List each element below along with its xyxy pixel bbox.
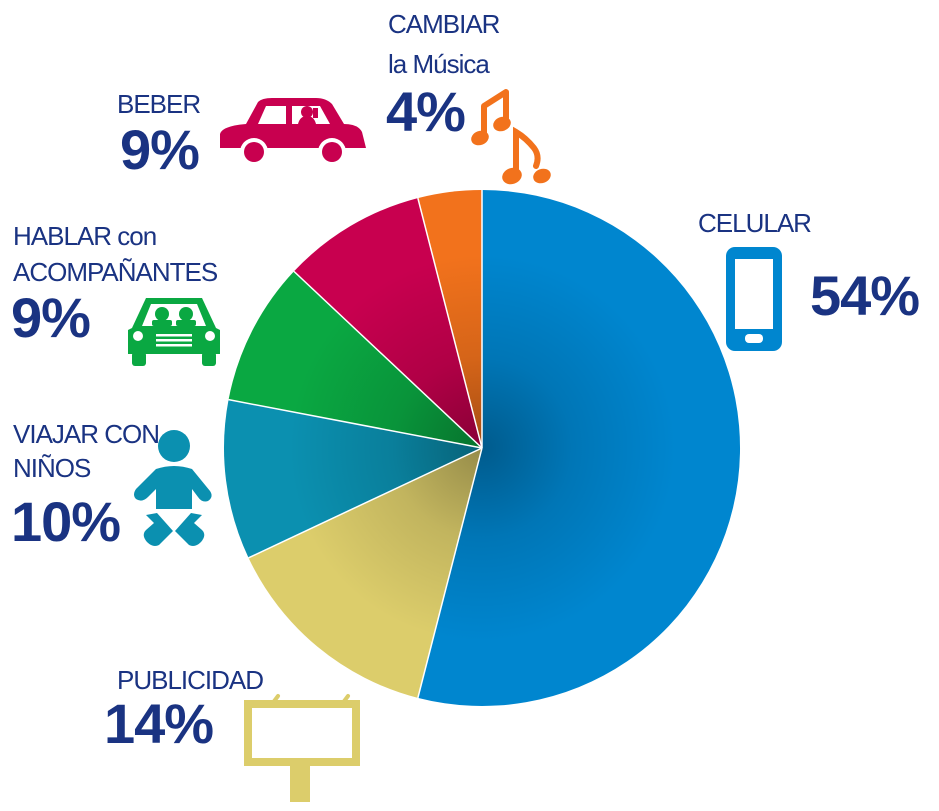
billboard-icon — [244, 694, 360, 802]
pie-dividers — [228, 190, 483, 699]
smartphone-icon — [726, 247, 782, 351]
value-musica: 4% — [386, 80, 466, 143]
value-celular: 54% — [810, 264, 920, 327]
value-ninos: 10% — [11, 490, 121, 553]
car-drinking-icon — [220, 98, 366, 166]
value-beber: 9% — [120, 118, 200, 181]
divider-beber — [293, 270, 483, 449]
divider-hablar — [228, 398, 483, 449]
label-beber: BEBER — [117, 89, 201, 119]
label-musica-line2: la Música — [388, 49, 490, 79]
label-celular: CELULAR — [698, 208, 812, 238]
value-hablar: 9% — [11, 286, 91, 349]
label-hablar-line1: HABLAR con — [13, 221, 157, 251]
divider-musica — [417, 197, 483, 449]
label-publicidad: PUBLICIDAD — [117, 665, 264, 695]
label-ninos-line2: NIÑOS — [13, 453, 91, 483]
label-ninos-line1: VIAJAR CON — [13, 419, 160, 449]
label-hablar-line2: ACOMPAÑANTES — [13, 257, 218, 287]
divider-ninos — [248, 447, 483, 559]
label-musica-line1: CAMBIAR — [388, 9, 500, 39]
value-publicidad: 14% — [104, 692, 214, 755]
car-passengers-icon — [128, 298, 220, 366]
divider-publicidad — [417, 447, 483, 699]
music-notes-icon — [471, 89, 551, 185]
baby-icon — [134, 430, 212, 546]
